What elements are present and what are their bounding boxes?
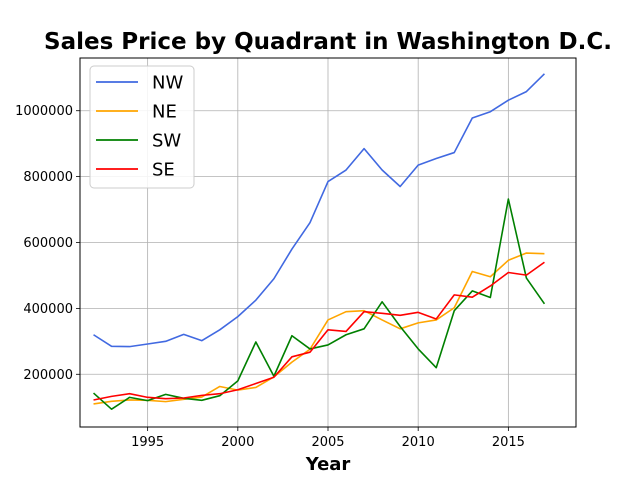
axis-ticks: 1995 2000 2005 2010 2015 200000 400000 600000 80…	[15, 104, 525, 450]
legend: NW NE SW SE	[89, 65, 195, 189]
series-line-ne	[93, 252, 545, 405]
x-tick-label: 1995	[131, 435, 164, 450]
chart-title: Sales Price by Quadrant in Washington D.…	[44, 29, 612, 55]
series-line-se	[93, 261, 545, 401]
plot-frame	[79, 57, 577, 428]
x-tick-label: 2015	[492, 435, 525, 450]
y-tick-label: 400000	[23, 302, 73, 317]
legend-box	[89, 65, 195, 189]
x-axis-label: Year	[305, 454, 351, 475]
y-tick-label: 1000000	[15, 104, 73, 119]
y-tick-label: 800000	[23, 170, 73, 185]
series-line-nw	[93, 73, 546, 348]
x-tick-label: 2010	[402, 435, 435, 450]
legend-label-sw: SW	[152, 131, 181, 152]
x-tick-label: 2005	[311, 435, 344, 450]
legend-label-ne: NE	[152, 102, 177, 123]
legend-label-se: SE	[152, 160, 175, 181]
x-tick-label: 2000	[221, 435, 254, 450]
legend-label-nw: NW	[152, 73, 183, 94]
series-line-sw	[92, 198, 546, 411]
series-lines	[92, 73, 546, 411]
y-tick-label: 200000	[23, 368, 73, 383]
y-tick-label: 600000	[23, 236, 73, 251]
